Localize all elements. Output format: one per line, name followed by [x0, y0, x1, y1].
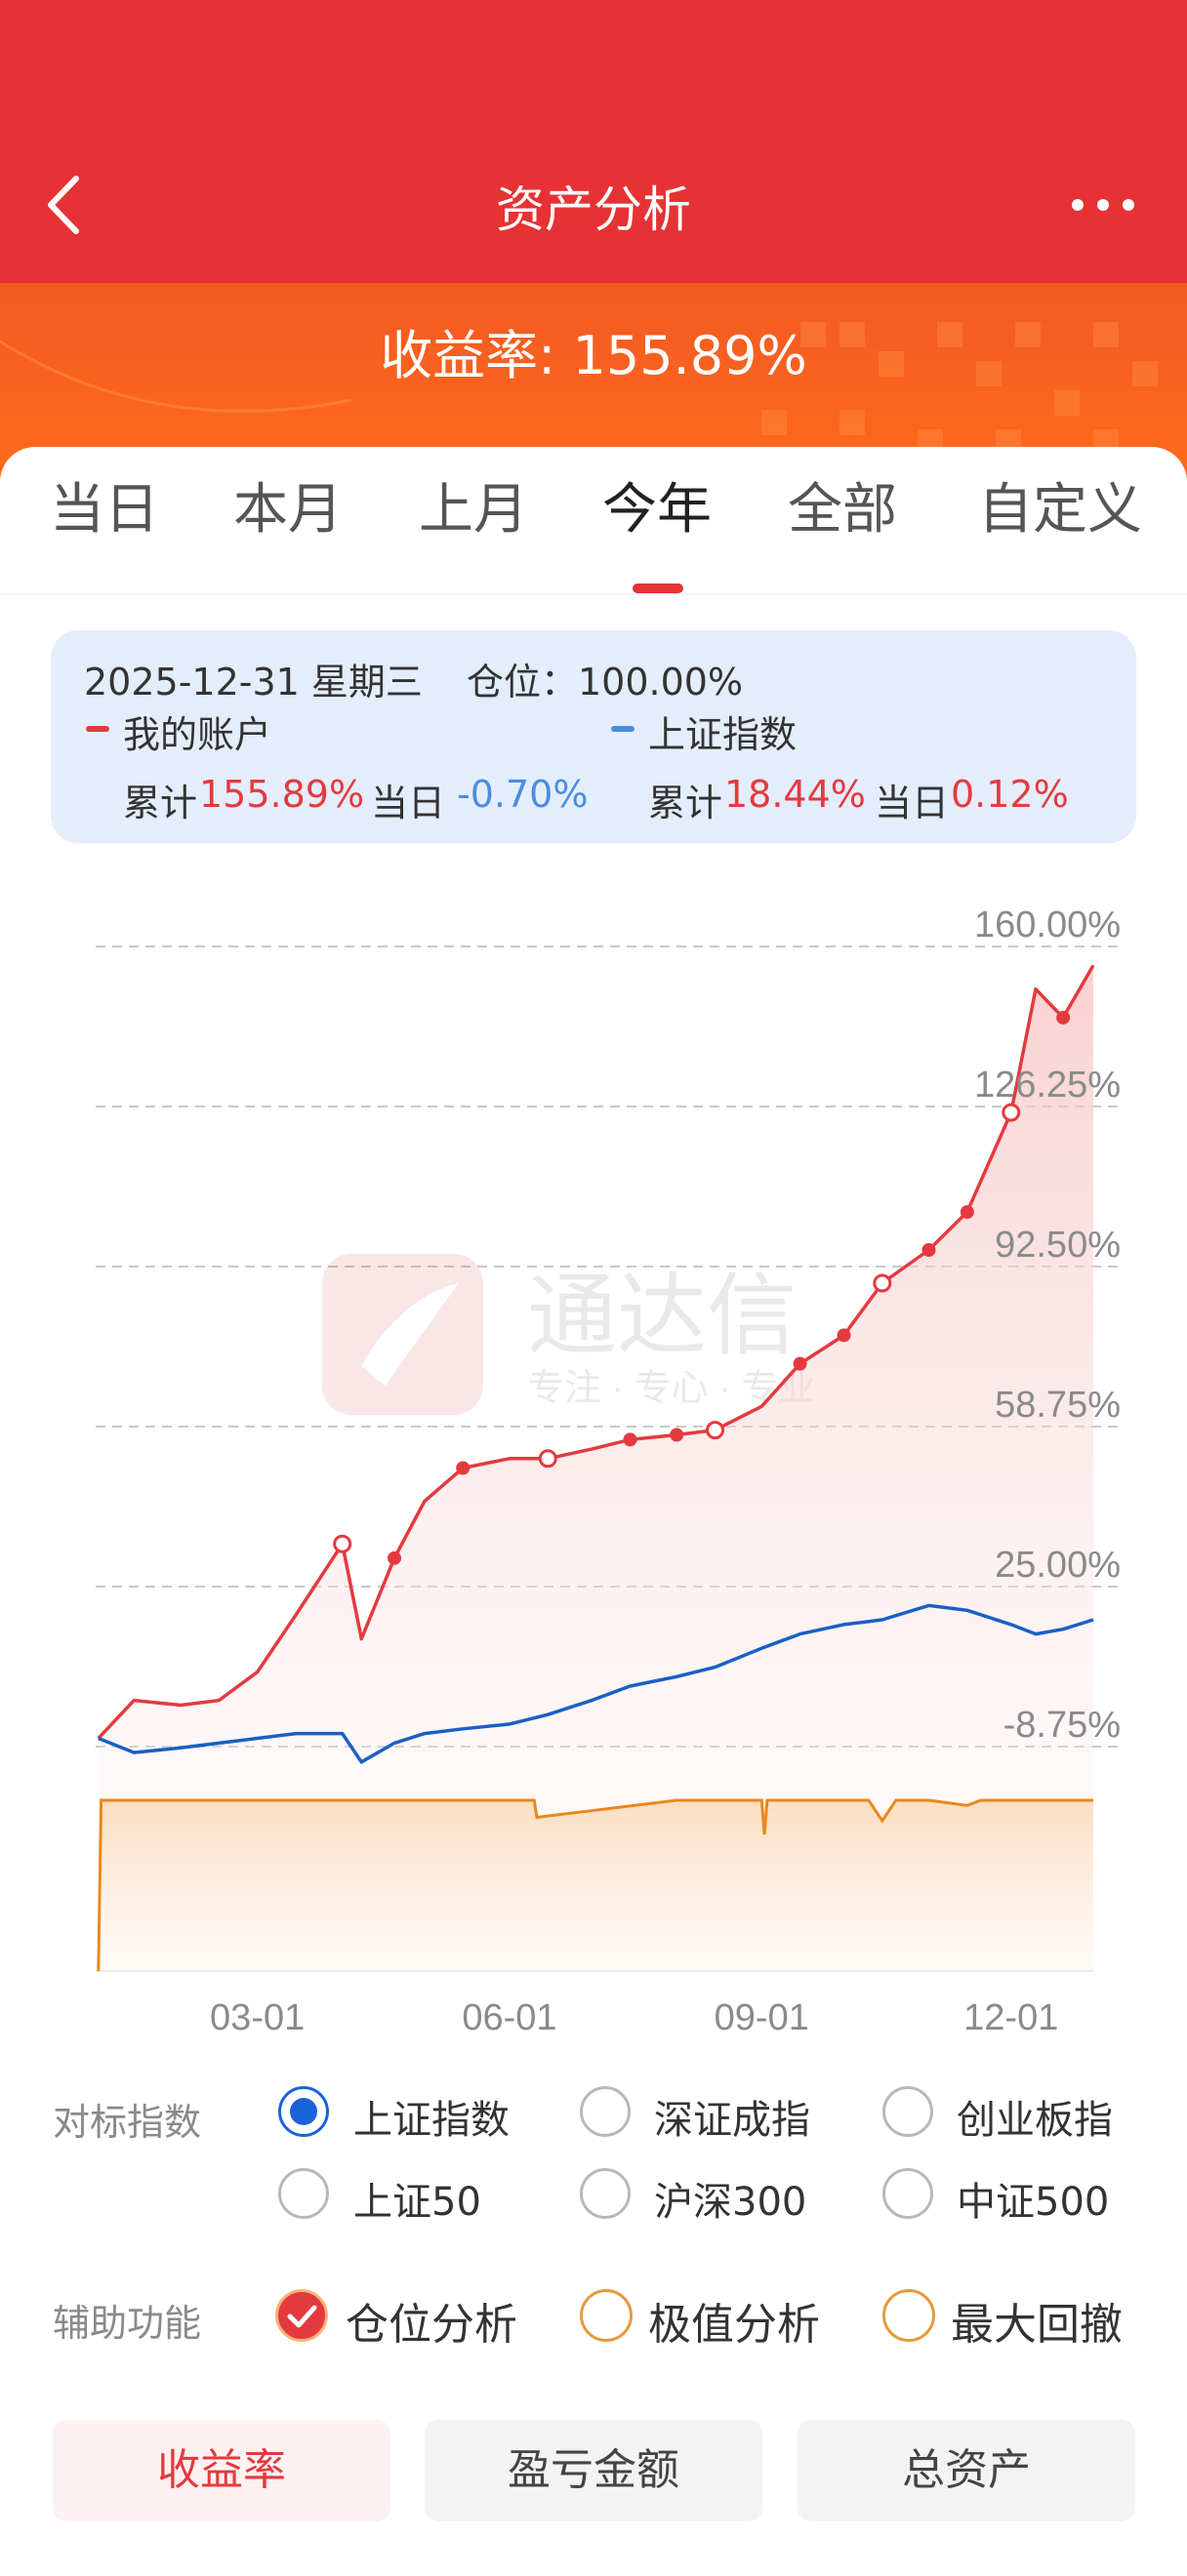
radio-shenzhen-component[interactable]: [580, 2086, 631, 2137]
radio-chinext[interactable]: [882, 2086, 933, 2137]
x-tick-label: 12-01: [963, 1997, 1058, 2038]
position-text: 仓位：100.00%: [467, 661, 744, 704]
checkbox-max-drawdown[interactable]: [882, 2289, 935, 2342]
trade-marker: [456, 1461, 471, 1475]
my-account-label: 我的账户: [123, 713, 272, 756]
my-cum-value: 155.89%: [199, 773, 365, 816]
option-sse50[interactable]: 上证50: [353, 2180, 481, 2225]
idx-day-value: 0.12%: [951, 773, 1069, 816]
idx-day-label: 当日: [875, 782, 950, 825]
trade-marker: [921, 1242, 936, 1257]
option-position-analysis[interactable]: 仓位分析: [346, 2300, 517, 2350]
tab-today[interactable]: 当日: [50, 478, 159, 542]
trade-marker: [670, 1428, 684, 1442]
header-bar: [0, 0, 1187, 283]
radio-sse50[interactable]: [278, 2168, 329, 2219]
x-tick-label: 09-01: [715, 1997, 809, 2038]
return-rate-text: 收益率: 155.89%: [380, 325, 807, 386]
return-banner: 收益率: 155.89%: [0, 283, 1187, 478]
more-dots-icon[interactable]: [1069, 193, 1137, 217]
trade-marker: [333, 1534, 352, 1553]
option-max-drawdown[interactable]: 最大回撤: [951, 2300, 1123, 2350]
y-tick-label: 126.25%: [974, 1065, 1121, 1106]
date-text: 2025-12-31 星期三: [84, 661, 423, 704]
position-line: [97, 1798, 1093, 1972]
check-icon: [287, 2305, 317, 2328]
trade-marker: [1002, 1103, 1021, 1122]
x-tick-label: 06-01: [462, 1997, 556, 2038]
checkbox-position-analysis[interactable]: [275, 2289, 328, 2342]
trade-marker: [793, 1356, 807, 1371]
tab-custom[interactable]: 自定义: [978, 478, 1142, 542]
my-day-label: 当日: [371, 782, 446, 825]
watermark-name: 通达信: [527, 1267, 797, 1366]
index-legend-icon: [611, 726, 634, 732]
y-tick-label: 58.75%: [995, 1385, 1121, 1426]
button-return-rate[interactable]: 收益率: [53, 2420, 390, 2521]
option-extreme-analysis[interactable]: 极值分析: [648, 2300, 820, 2350]
option-csi300[interactable]: 沪深300: [654, 2180, 807, 2225]
tab-this-year[interactable]: 今年: [602, 478, 712, 542]
radio-csi300[interactable]: [580, 2168, 631, 2219]
page-title: 资产分析: [496, 181, 691, 238]
return-chart: 通达信 专注 · 专心 · 专业 160.00% 126.25% 92.50% 58.…: [96, 905, 1123, 2038]
my-cum-label: 累计: [123, 782, 198, 825]
y-tick-label: -8.75%: [1003, 1705, 1121, 1746]
trade-marker: [1056, 1010, 1071, 1025]
trade-marker: [837, 1328, 851, 1343]
my-day-value: -0.70%: [457, 773, 589, 816]
x-tick-label: 03-01: [210, 1997, 305, 2038]
chevron-left-icon[interactable]: [39, 171, 98, 239]
trade-marker: [538, 1449, 557, 1469]
idx-cum-label: 累计: [648, 782, 723, 825]
trade-marker: [960, 1205, 974, 1220]
period-tabs: 当日 本月 上月 今年 全部 自定义: [0, 447, 1187, 593]
idx-cum-value: 18.44%: [724, 773, 866, 816]
trade-marker: [623, 1432, 637, 1447]
benchmark-label: 对标指数: [53, 2101, 202, 2144]
index-line: [98, 1603, 1094, 1764]
my-account-area: [98, 965, 1094, 1971]
tab-last-month[interactable]: 上月: [419, 478, 528, 542]
trade-marker: [388, 1550, 402, 1565]
button-pnl-amount[interactable]: 盈亏金额: [425, 2420, 762, 2521]
index-label: 上证指数: [648, 713, 798, 756]
option-csi500[interactable]: 中证500: [957, 2180, 1110, 2225]
checkbox-extreme-analysis[interactable]: [580, 2289, 633, 2342]
radio-shanghai-index[interactable]: [278, 2086, 329, 2137]
trade-marker: [706, 1421, 725, 1440]
tab-indicator: [633, 584, 683, 593]
my-account-line: [97, 964, 1095, 1740]
watermark: 通达信 专注 · 专心 · 专业: [322, 1254, 816, 1415]
my-account-legend-icon: [86, 726, 109, 732]
trade-marker: [873, 1273, 892, 1293]
button-total-assets[interactable]: 总资产: [798, 2420, 1135, 2521]
divider: [0, 593, 1187, 595]
y-tick-label: 92.50%: [995, 1225, 1121, 1266]
radio-csi500[interactable]: [882, 2168, 933, 2219]
option-chinext[interactable]: 创业板指: [957, 2098, 1113, 2143]
y-tick-label: 25.00%: [995, 1545, 1121, 1586]
y-tick-label: 160.00%: [974, 905, 1121, 946]
option-shenzhen-component[interactable]: 深证成指: [654, 2098, 810, 2143]
tab-this-month[interactable]: 本月: [233, 478, 343, 542]
option-shanghai-index[interactable]: 上证指数: [353, 2098, 510, 2143]
aux-label: 辅助功能: [53, 2302, 202, 2345]
info-panel: [51, 630, 1136, 843]
tab-all[interactable]: 全部: [788, 478, 897, 542]
